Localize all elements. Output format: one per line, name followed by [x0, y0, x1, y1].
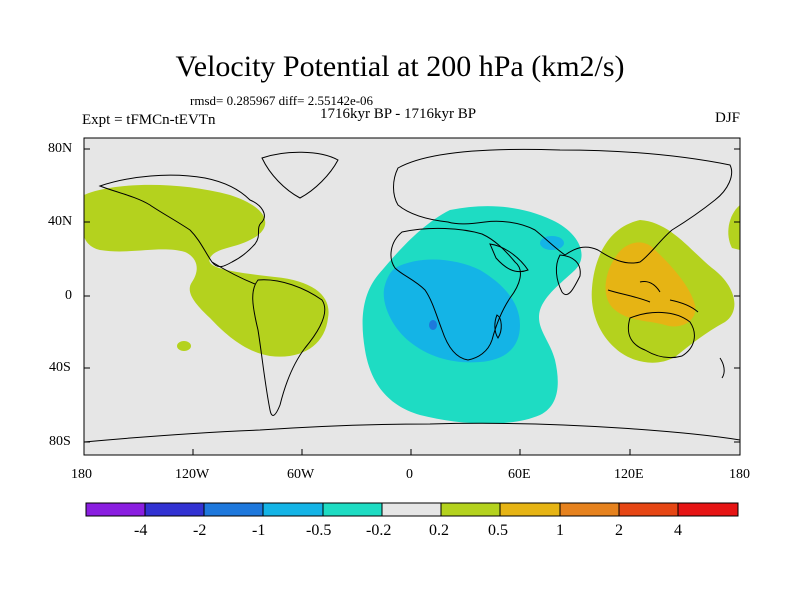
lat-label-40n: 40N — [48, 214, 73, 229]
lon-tick-marks — [83, 449, 741, 455]
eurasia-coast — [393, 148, 733, 264]
lon-label-60w: 60W — [287, 467, 315, 482]
colorbar-label-2: -2 — [193, 522, 207, 539]
lon-label-120w: 120W — [175, 467, 210, 482]
colorbar-box-4 — [263, 503, 323, 516]
north-america-coast — [98, 174, 265, 268]
lon-label-180e: 180 — [729, 467, 750, 482]
colorbar-box-3 — [204, 503, 263, 516]
positive-region-maritime-core — [605, 242, 696, 327]
colorbar-box-2 — [145, 503, 204, 516]
central-america-coast — [211, 261, 256, 285]
colorbar-box-9 — [560, 503, 619, 516]
colorbar-label-6: 0.2 — [429, 522, 449, 539]
colorbar-label-5: -0.2 — [366, 522, 392, 539]
new-zealand-coast — [719, 357, 725, 379]
lat-label-40s: 40S — [49, 360, 71, 375]
africa-coast — [390, 227, 521, 361]
colorbar-label-3: -1 — [252, 522, 266, 539]
colorbar-box-8 — [500, 503, 560, 516]
experiment-label: Expt = tFMCn-tEVTn — [82, 112, 216, 128]
lon-label-60e: 60E — [508, 467, 531, 482]
lon-label-120e: 120E — [614, 467, 644, 482]
colorbar-box-7 — [441, 503, 500, 516]
lat-label-0: 0 — [65, 288, 72, 303]
positive-region-small — [177, 341, 191, 351]
colorbar-box-5 — [323, 503, 382, 516]
coastlines — [83, 148, 741, 443]
stats-line: rmsd= 0.285967 diff= 2.55142e-06 — [190, 93, 374, 108]
colorbar-box-11 — [678, 503, 738, 516]
indonesia-coast — [607, 281, 699, 313]
madagascar-coast — [494, 314, 502, 339]
period-label: 1716kyr BP - 1716kyr BP — [320, 106, 477, 122]
greenland-coast — [261, 151, 339, 199]
antarctica-coast — [83, 422, 741, 443]
india-coast — [555, 254, 581, 296]
colorbar — [85, 502, 739, 517]
colorbar-label-7: 0.5 — [488, 522, 508, 539]
negative-region-africa-core — [383, 259, 520, 363]
lon-label-0: 0 — [406, 467, 413, 482]
colorbar-box-6 — [382, 503, 441, 516]
negative-region-minimum — [429, 320, 437, 330]
positive-region-dateline — [728, 205, 740, 250]
negative-region-mideast-core — [540, 236, 564, 250]
colorbar-box-1 — [86, 503, 145, 516]
positive-region-west — [84, 184, 329, 357]
australia-coast — [627, 311, 695, 359]
chart-title: Velocity Potential at 200 hPa (km2/s) — [175, 50, 625, 83]
colorbar-label-9: 2 — [615, 522, 623, 539]
lat-label-80n: 80N — [48, 141, 73, 156]
lat-tick-marks — [84, 148, 740, 443]
lon-label-180w: 180 — [71, 467, 92, 482]
colorbar-label-1: -4 — [134, 522, 148, 539]
colorbar-label-4: -0.5 — [306, 522, 332, 539]
arabia-coast — [489, 243, 529, 273]
colorbar-label-8: 1 — [556, 522, 564, 539]
south-america-coast — [252, 279, 326, 416]
contour-fills — [84, 184, 740, 424]
colorbar-label-10: 4 — [674, 522, 682, 539]
lat-label-80s: 80S — [49, 434, 71, 449]
season-label: DJF — [714, 110, 740, 126]
colorbar-box-10 — [619, 503, 678, 516]
